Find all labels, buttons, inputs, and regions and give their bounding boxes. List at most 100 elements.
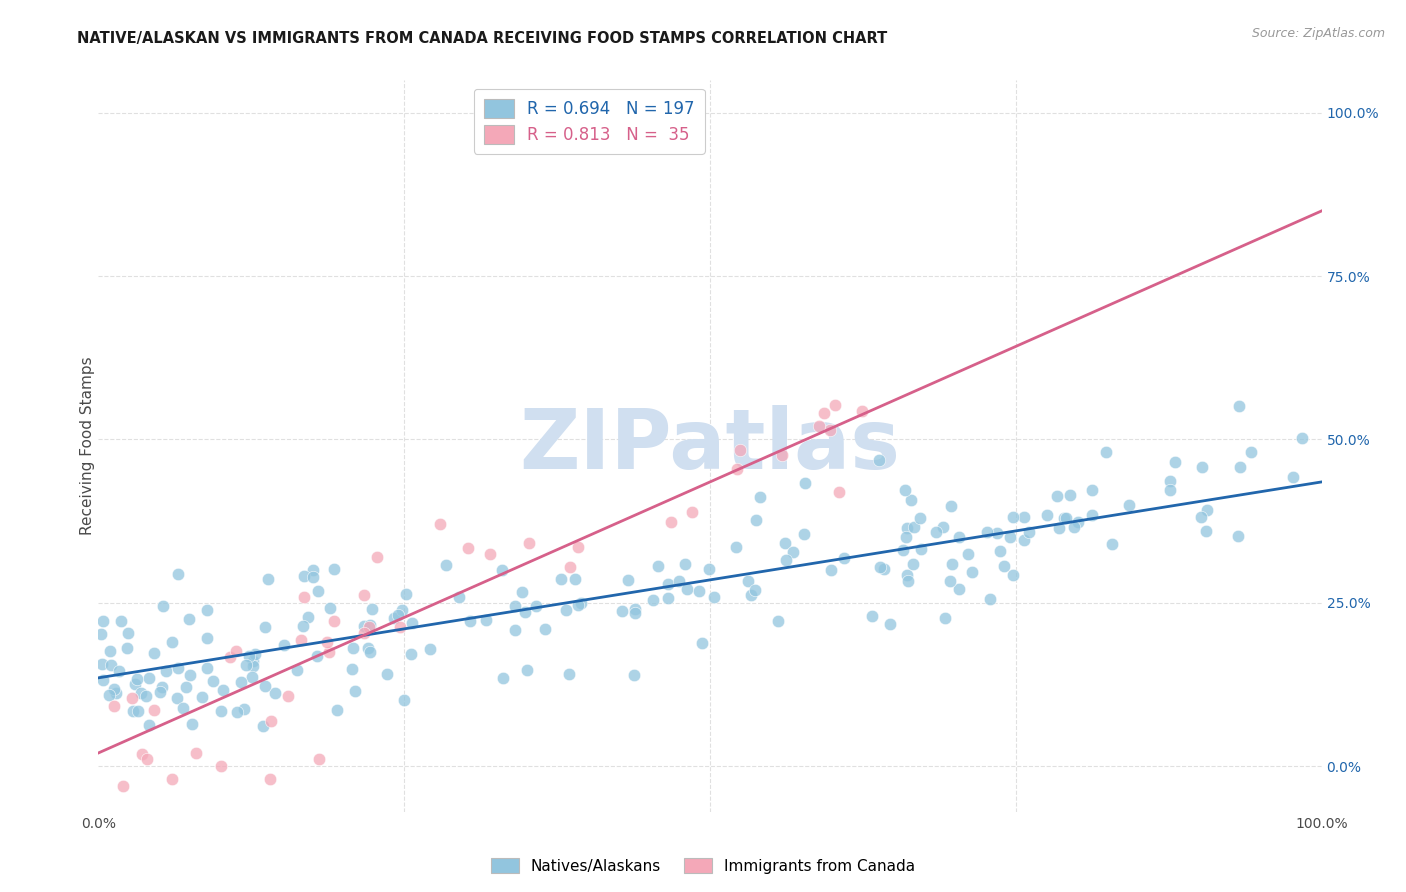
Point [359,645,381,659]
Point [681,505,703,519]
Text: Source: ZipAtlas.com: Source: ZipAtlas.com [1251,27,1385,40]
Point [395,587,418,601]
Point [516,663,538,677]
Point [993,558,1015,573]
Point [167,567,190,582]
Point [569,596,592,610]
Point [152,599,174,613]
Point [986,526,1008,541]
Point [382,611,405,625]
Point [344,683,367,698]
Point [253,620,276,634]
Point [90,657,112,672]
Point [766,614,789,628]
Point [235,657,257,672]
Point [979,591,1001,606]
Point [939,499,962,513]
Point [550,572,572,586]
Point [688,584,710,599]
Point [326,703,349,717]
Point [225,644,247,658]
Point [1164,455,1187,469]
Point [676,582,699,597]
Point [202,674,225,689]
Point [160,772,183,786]
Point [524,599,547,614]
Point [292,591,315,605]
Legend: Natives/Alaskans, Immigrants from Canada: Natives/Alaskans, Immigrants from Canada [485,852,921,880]
Point [243,647,266,661]
Point [361,602,384,616]
Point [808,419,831,434]
Text: NATIVE/ALASKAN VS IMMIGRANTS FROM CANADA RECEIVING FOOD STAMPS CORRELATION CHART: NATIVE/ALASKAN VS IMMIGRANTS FROM CANADA… [77,31,887,46]
Point [775,553,797,567]
Point [860,609,883,624]
Point [419,642,441,657]
Point [1053,510,1076,524]
Point [179,612,201,626]
Point [117,626,139,640]
Point [252,719,274,733]
Point [111,779,134,793]
Point [357,641,380,656]
Point [105,686,128,700]
Point [1054,511,1077,525]
Point [353,626,375,640]
Point [142,703,165,717]
Point [492,671,515,685]
Point [353,619,375,633]
Point [242,659,264,673]
Point [90,626,112,640]
Point [610,604,633,618]
Point [323,615,346,629]
Point [503,599,526,613]
Point [359,617,381,632]
Point [167,661,190,675]
Point [668,574,690,588]
Point [647,559,669,574]
Point [1191,460,1213,475]
Point [564,572,586,586]
Point [557,667,579,681]
Point [925,524,948,539]
Point [641,593,664,607]
Point [567,598,589,612]
Point [948,530,970,544]
Point [725,461,748,475]
Point [226,705,249,719]
Point [657,591,679,606]
Point [1189,510,1212,524]
Point [121,691,143,706]
Point [108,664,131,678]
Point [793,526,815,541]
Point [1046,490,1069,504]
Point [555,602,578,616]
Point [515,605,537,619]
Point [366,549,388,564]
Point [263,686,285,700]
Point [136,752,159,766]
Point [91,673,114,687]
Point [131,747,153,762]
Point [174,680,197,694]
Point [129,686,152,700]
Point [740,588,762,602]
Point [773,536,796,550]
Point [503,623,526,637]
Y-axis label: Receiving Food Stamps: Receiving Food Stamps [80,357,94,535]
Point [447,591,470,605]
Point [1229,460,1251,475]
Point [307,583,329,598]
Point [624,602,647,616]
Point [617,573,640,587]
Point [150,680,173,694]
Point [160,635,183,649]
Point [434,558,457,573]
Point [172,701,194,715]
Point [458,614,481,628]
Point [166,691,188,706]
Point [315,635,337,649]
Point [135,690,157,704]
Text: ZIPatlas: ZIPatlas [520,406,900,486]
Point [1240,444,1263,458]
